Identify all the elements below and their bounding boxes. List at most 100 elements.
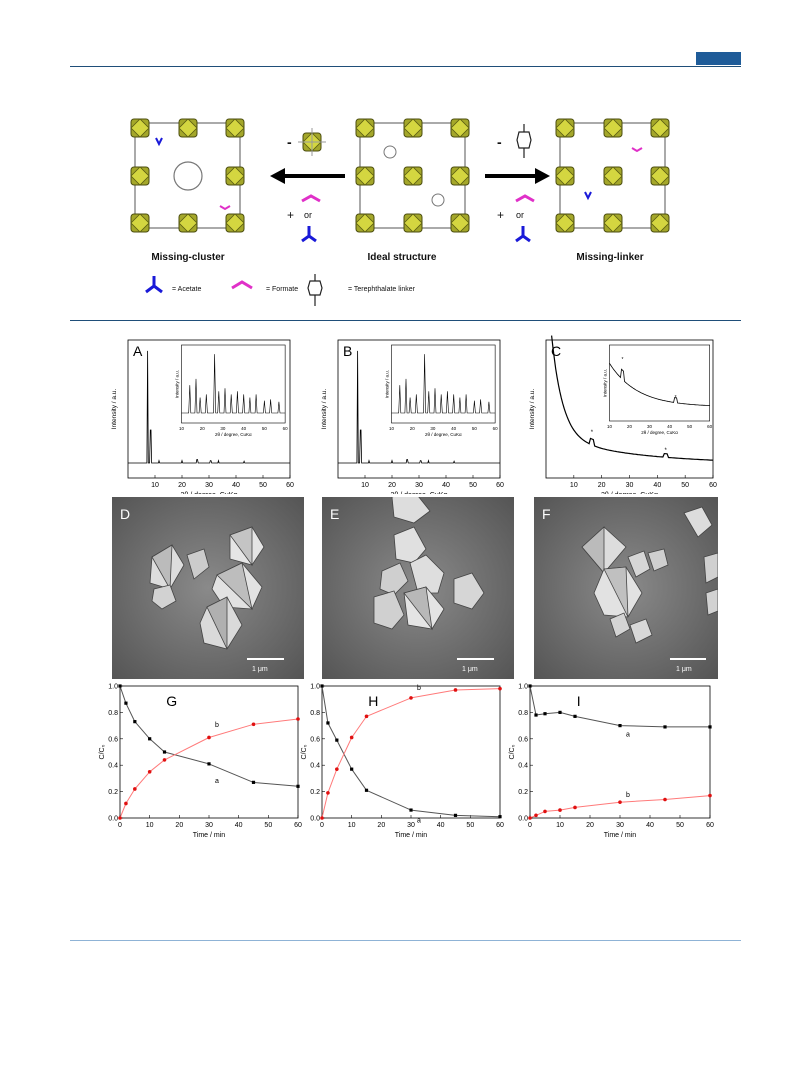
point-b: [534, 813, 538, 818]
acetate-icon: [145, 276, 163, 294]
point-b: [663, 797, 667, 802]
legend-acetate: = Acetate: [172, 286, 202, 293]
label-missing-cluster: Missing-cluster: [151, 252, 225, 263]
point-b: [296, 717, 300, 721]
sem-image-F: F 1 μm: [534, 497, 718, 679]
point-b: [498, 686, 502, 691]
xrd-tick-label: 10: [151, 482, 159, 489]
xrd-tick-label: 60: [709, 482, 717, 489]
xrd-inset-tick: 50: [687, 424, 693, 429]
point-b: [335, 767, 339, 771]
plus-sign-1: +: [287, 208, 295, 222]
kinetics-chart-G: 0 10 20 30 40 50 60 0.0 0.2 0.4 0.6 0.8 1.0 Time / mi…: [99, 684, 302, 840]
xrd-pattern: [338, 350, 500, 464]
xrd-tick-label: 40: [653, 482, 661, 489]
xrd-ylabel: Intensity / a.u.: [321, 389, 328, 430]
xrd-inset-marker: *: [675, 395, 677, 401]
point-b: [124, 801, 128, 806]
xrd-tick-label: 60: [286, 482, 294, 489]
xrd-inset-tick: 30: [430, 426, 436, 431]
point-a: [708, 725, 712, 729]
point-a: [534, 713, 538, 717]
xrd-inset-tick: 50: [472, 426, 478, 431]
chart-frame: [321, 685, 501, 819]
point-a: [350, 767, 354, 771]
xrd-tick-label: 20: [388, 482, 396, 489]
point-a: [162, 750, 167, 754]
xrd-ylabel: Intensity / a.u.: [111, 389, 118, 430]
series-label-b: b: [626, 792, 630, 799]
x-axis-label: Time / min: [604, 832, 637, 839]
xrd-xlabel: 2θ / degree, CuKα: [181, 492, 238, 494]
xrd-inset-xlabel: 2θ / degree, CuKα: [215, 432, 252, 437]
y-tick-label: 1.0: [518, 684, 528, 691]
sem-scale-E: 1 μm: [462, 666, 478, 673]
xrd-tick-label: 40: [442, 482, 450, 489]
xrd-marker: *: [591, 430, 594, 436]
xrd-inset: [391, 344, 496, 424]
xrd-inset: [181, 344, 286, 424]
series-label-a: a: [417, 818, 421, 825]
xrd-pattern: [128, 350, 290, 464]
point-b: [364, 714, 369, 719]
xrd-inset-pattern: [609, 363, 710, 406]
point-b: [320, 816, 324, 820]
xrd-inset-tick: 20: [410, 426, 416, 431]
point-b: [528, 816, 532, 820]
point-a: [453, 813, 458, 817]
y-axis-label: C/C₀: [509, 744, 516, 759]
minus-sign-1: -: [287, 134, 292, 150]
label-missing-linker: Missing-linker: [576, 252, 644, 263]
sem-panel-F: F 1 μm: [534, 497, 718, 679]
xrd-inset-tick: 60: [707, 424, 713, 429]
minus-sign-2: -: [497, 134, 502, 150]
y-axis-label: C/C₀: [99, 744, 106, 759]
header-rule: [70, 66, 741, 67]
y-tick-label: 0.8: [310, 710, 320, 717]
x-tick-label: 30: [616, 822, 624, 829]
y-tick-label: 0.4: [108, 763, 118, 770]
point-b: [133, 787, 137, 791]
sem-panel-D: D 1 μm: [112, 497, 304, 679]
xrd-tick-label: 50: [259, 482, 267, 489]
sem-letter-F: F: [542, 506, 551, 522]
series-label-b: b: [417, 685, 421, 692]
point-a: [558, 710, 562, 714]
xrd-marker: *: [665, 448, 668, 454]
xrd-inset-ylabel: Intensity / a.u.: [174, 370, 179, 398]
x-tick-label: 60: [294, 822, 302, 829]
xrd-letter: C: [551, 343, 561, 359]
xrd-tick-label: 30: [626, 482, 634, 489]
point-a: [498, 815, 502, 819]
legend-formate: = Formate: [266, 286, 299, 293]
x-tick-label: 40: [437, 822, 445, 829]
x-axis-label: Time / min: [193, 832, 226, 839]
xrd-inset-tick: 10: [389, 426, 395, 431]
xrd-inset-tick: 20: [200, 426, 206, 431]
point-b: [326, 791, 330, 795]
x-tick-label: 40: [646, 822, 654, 829]
point-a: [528, 684, 532, 688]
point-b: [409, 696, 413, 700]
x-tick-label: 20: [175, 822, 183, 829]
xrd-inset-ylabel: Intensity / a.u.: [384, 370, 389, 398]
plus-sign-2: +: [497, 208, 505, 222]
journal-tab: [696, 52, 741, 65]
xrd-panel-A: 10 20 30 40 50 60 2θ / degree, CuKα Intensity /…: [111, 339, 294, 494]
series-line-b: [119, 718, 299, 819]
series-line-a: [119, 685, 299, 787]
series-line-a: [321, 685, 501, 818]
y-tick-label: 0.0: [518, 816, 528, 823]
point-b: [558, 808, 562, 812]
sem-scale-D: 1 μm: [252, 666, 268, 673]
xrd-inset-tick: 30: [220, 426, 226, 431]
point-a: [409, 808, 413, 812]
point-a: [118, 684, 122, 688]
point-b: [251, 722, 256, 727]
y-tick-label: 0.6: [108, 736, 118, 743]
series-line-a: [529, 685, 710, 728]
xrd-tick-label: 30: [205, 482, 213, 489]
or-label-2: or: [516, 210, 525, 220]
point-a: [207, 762, 211, 766]
series-label-a: a: [215, 778, 219, 785]
